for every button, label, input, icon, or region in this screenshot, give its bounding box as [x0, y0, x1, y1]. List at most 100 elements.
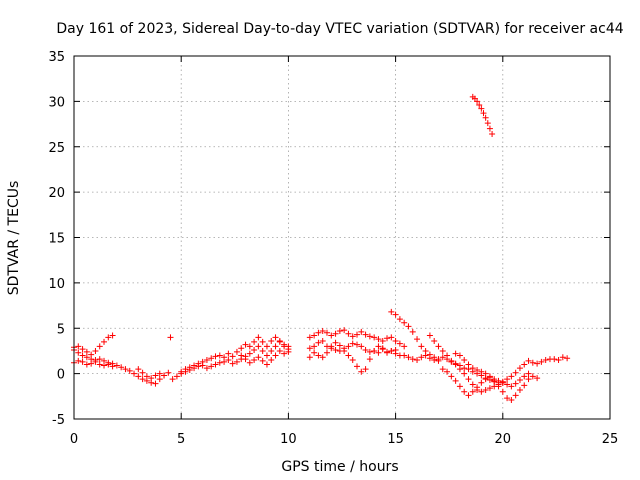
series-trace-o: [452, 350, 506, 386]
y-tick-label: 20: [48, 186, 65, 201]
data-point: [401, 319, 408, 326]
data-point: [139, 369, 146, 376]
data-point: [96, 343, 103, 350]
data-point: [482, 386, 489, 393]
data-point: [349, 340, 356, 347]
data-point: [444, 368, 451, 375]
data-point: [484, 120, 491, 127]
data-point: [489, 131, 496, 138]
series-trace-l: [388, 308, 571, 386]
data-point: [101, 338, 108, 345]
x-tick-label: 20: [495, 432, 512, 447]
data-point: [486, 125, 493, 132]
data-point: [469, 365, 476, 372]
data-point: [238, 345, 245, 352]
data-point: [401, 352, 408, 359]
data-point: [83, 354, 90, 361]
data-point: [478, 105, 485, 112]
data-point: [96, 361, 103, 368]
data-point: [285, 348, 292, 355]
data-point: [465, 376, 472, 383]
data-point: [362, 331, 369, 338]
plot-frame: [73, 55, 611, 420]
data-point: [341, 327, 348, 334]
data-point: [75, 357, 82, 364]
data-point: [233, 358, 240, 365]
data-point: [311, 343, 318, 350]
data-point: [409, 356, 416, 363]
data-point: [272, 352, 279, 359]
data-point: [435, 343, 442, 350]
data-point: [414, 336, 421, 343]
data-point: [375, 349, 382, 356]
data-point: [362, 347, 369, 354]
data-point: [306, 345, 313, 352]
data-point: [216, 359, 223, 366]
data-point: [448, 373, 455, 380]
data-point: [418, 354, 425, 361]
data-point: [199, 358, 206, 365]
data-point: [203, 365, 210, 372]
data-point: [414, 357, 421, 364]
data-point: [358, 368, 365, 375]
data-point: [456, 383, 463, 390]
data-point: [225, 357, 232, 364]
data-point: [529, 373, 536, 380]
data-point: [79, 358, 86, 365]
data-point: [476, 102, 483, 109]
data-point: [208, 355, 215, 362]
data-point: [371, 334, 378, 341]
data-point: [555, 357, 562, 364]
series-trace-g: [178, 334, 292, 375]
data-point: [559, 354, 566, 361]
data-point: [426, 332, 433, 339]
data-point: [508, 383, 515, 390]
data-point: [105, 361, 112, 368]
data-point: [96, 356, 103, 363]
data-point: [516, 376, 523, 383]
data-point: [182, 366, 189, 373]
data-point: [251, 338, 258, 345]
data-point: [392, 337, 399, 344]
data-point: [131, 370, 138, 377]
data-point: [379, 337, 386, 344]
data-point: [315, 339, 322, 346]
data-point: [534, 360, 541, 367]
data-point: [152, 380, 159, 387]
data-points: [71, 93, 571, 403]
data-point: [88, 360, 95, 367]
data-point: [323, 329, 330, 336]
data-point: [246, 350, 253, 357]
data-point: [354, 331, 361, 338]
data-point: [212, 361, 219, 368]
data-point: [328, 343, 335, 350]
series-trace-m: [426, 332, 541, 395]
data-point: [478, 388, 485, 395]
data-point: [495, 377, 502, 384]
data-point: [388, 334, 395, 341]
data-point: [362, 366, 369, 373]
data-point: [75, 349, 82, 356]
chart-title: Day 161 of 2023, Sidereal Day-to-day VTE…: [56, 21, 623, 37]
data-point: [538, 358, 545, 365]
data-point: [259, 338, 266, 345]
data-point: [504, 395, 511, 402]
y-tick-label: 5: [57, 322, 65, 337]
series-trace-d: [135, 366, 168, 382]
data-point: [345, 330, 352, 337]
data-point: [135, 373, 142, 380]
y-tick-label: 0: [57, 368, 65, 383]
data-point: [401, 343, 408, 350]
data-point: [167, 334, 174, 341]
data-point: [79, 352, 86, 359]
data-point: [259, 347, 266, 354]
data-point: [465, 361, 472, 368]
data-point: [375, 336, 382, 343]
data-point: [101, 362, 108, 369]
data-point: [504, 381, 511, 388]
data-point: [529, 359, 536, 366]
data-point: [405, 354, 412, 361]
y-axis-label: SDTVAR / TECUs: [6, 181, 22, 296]
data-point: [315, 352, 322, 359]
data-point: [525, 370, 532, 377]
